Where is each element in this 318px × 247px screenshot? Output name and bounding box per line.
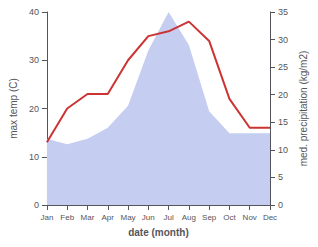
svg-text:0: 0 [278,200,283,210]
svg-text:15: 15 [278,117,288,127]
svg-text:Mar: Mar [81,213,95,222]
svg-text:0: 0 [34,200,39,210]
svg-text:May: May [120,213,135,222]
svg-text:30: 30 [278,35,288,45]
svg-text:20: 20 [29,104,39,114]
svg-text:Jun: Jun [142,213,155,222]
svg-text:Nov: Nov [243,213,257,222]
svg-text:30: 30 [29,55,39,65]
svg-text:25: 25 [278,62,288,72]
svg-text:10: 10 [278,145,288,155]
svg-text:date (month): date (month) [128,227,189,238]
svg-text:Sep: Sep [202,213,217,222]
svg-text:max temp (C): max temp (C) [8,78,19,139]
svg-text:Dec: Dec [263,213,277,222]
svg-text:Oct: Oct [223,213,236,222]
svg-text:10: 10 [29,152,39,162]
svg-text:Apr: Apr [102,213,115,222]
svg-text:5: 5 [278,172,283,182]
svg-text:Feb: Feb [60,213,74,222]
svg-text:Jan: Jan [40,213,53,222]
svg-text:Jul: Jul [163,213,173,222]
svg-text:Aug: Aug [182,213,196,222]
svg-text:20: 20 [278,90,288,100]
svg-text:35: 35 [278,7,288,17]
svg-text:med. precipitation (kg/m2): med. precipitation (kg/m2) [298,51,309,167]
svg-text:40: 40 [29,7,39,17]
